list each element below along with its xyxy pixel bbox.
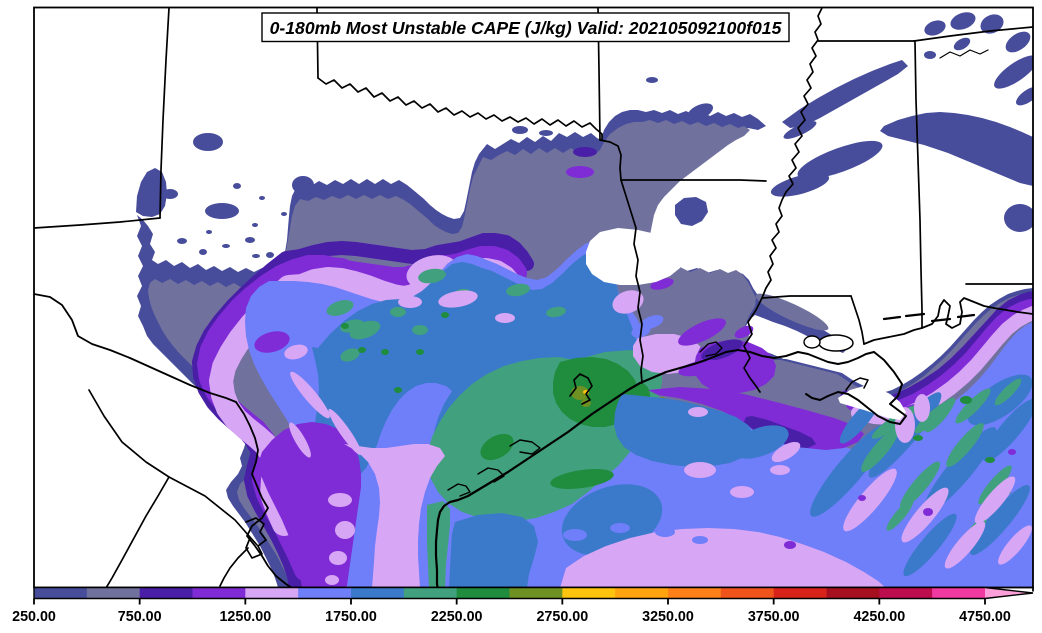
svg-text:250.00: 250.00: [12, 609, 56, 625]
svg-text:3250.00: 3250.00: [642, 609, 694, 625]
svg-text:1250.00: 1250.00: [219, 609, 271, 625]
svg-text:1750.00: 1750.00: [325, 609, 377, 625]
svg-text:4250.00: 4250.00: [853, 609, 905, 625]
svg-text:2250.00: 2250.00: [431, 609, 483, 625]
svg-text:4750.00: 4750.00: [959, 609, 1011, 625]
svg-text:2750.00: 2750.00: [536, 609, 588, 625]
svg-text:750.00: 750.00: [118, 609, 162, 625]
svg-text:0-180mb Most Unstable CAPE (J/: 0-180mb Most Unstable CAPE (J/kg) Valid:…: [270, 18, 782, 38]
svg-text:3750.00: 3750.00: [748, 609, 800, 625]
